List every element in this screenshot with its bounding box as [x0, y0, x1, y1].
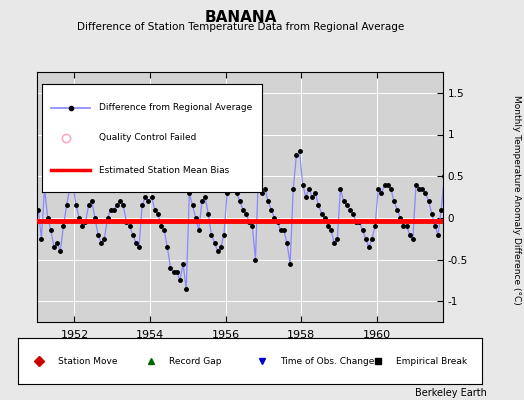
Text: Difference from Regional Average: Difference from Regional Average — [99, 103, 253, 112]
Text: Monthly Temperature Anomaly Difference (°C): Monthly Temperature Anomaly Difference (… — [511, 95, 521, 305]
Text: Quality Control Failed: Quality Control Failed — [99, 134, 196, 142]
Text: 1956: 1956 — [212, 330, 239, 340]
Text: Time of Obs. Change: Time of Obs. Change — [280, 356, 375, 366]
Text: 1954: 1954 — [136, 330, 164, 340]
Text: 1960: 1960 — [363, 330, 391, 340]
Text: Station Move: Station Move — [58, 356, 117, 366]
Text: Berkeley Earth: Berkeley Earth — [416, 388, 487, 398]
Text: Record Gap: Record Gap — [169, 356, 222, 366]
Text: BANANA: BANANA — [205, 10, 277, 25]
Text: 1958: 1958 — [287, 330, 315, 340]
Text: Estimated Station Mean Bias: Estimated Station Mean Bias — [99, 166, 230, 175]
Text: Difference of Station Temperature Data from Regional Average: Difference of Station Temperature Data f… — [78, 22, 405, 32]
Text: 1952: 1952 — [60, 330, 89, 340]
Text: Empirical Break: Empirical Break — [396, 356, 467, 366]
